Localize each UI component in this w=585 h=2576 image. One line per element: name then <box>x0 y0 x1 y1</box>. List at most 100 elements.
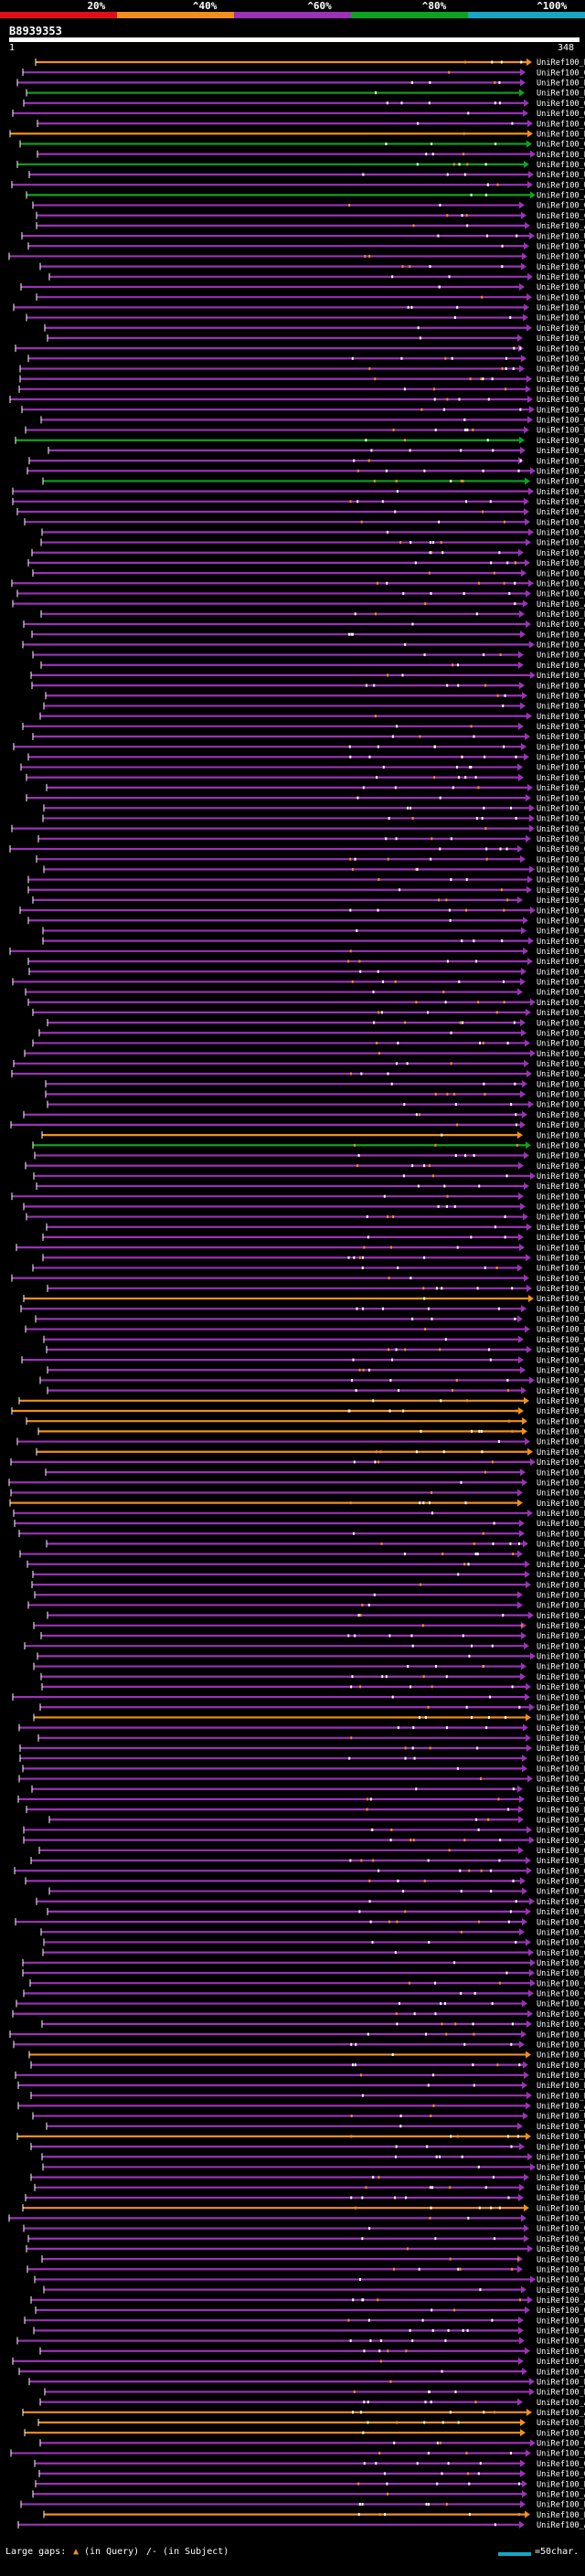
hit-label[interactable]: UniRef100_Q9RUP5 <box>537 620 585 630</box>
hit-label[interactable]: UniRef100_Q4Q131 <box>537 928 585 937</box>
hit-label[interactable]: UniRef100_B6TZW5 <box>537 1244 585 1253</box>
hit-label[interactable]: UniRef100_B9FL11 <box>537 1602 585 1611</box>
hit-label[interactable]: UniRef100_B4HKQ5 <box>537 2204 585 2213</box>
hit-label[interactable]: UniRef100_B9P7D4 <box>537 58 585 68</box>
hit-label[interactable]: UniRef100_Q39949 <box>537 794 585 803</box>
hit-label[interactable]: UniRef100_Q3L6E5 <box>537 2348 585 2357</box>
hit-label[interactable]: UniRef100_UP1000... <box>537 2113 585 2122</box>
hit-label[interactable]: UniRef100_Q4Q050 <box>537 1918 585 1927</box>
hit-label[interactable]: UniRef100_Q4K015 <box>537 2153 585 2162</box>
hit-label[interactable]: UniRef100_B3N3D6 <box>537 2041 585 2050</box>
hit-label[interactable]: UniRef100_C6T6K1 <box>537 457 585 466</box>
hit-label[interactable]: UniRef100_B3M929 <box>537 2092 585 2101</box>
hit-label[interactable]: UniRef100_Q9M677 <box>537 273 585 282</box>
hit-label[interactable]: UniRef100_UP1000... <box>537 1468 585 1478</box>
hit-label[interactable]: UniRef100_B3NC41 <box>537 2051 585 2061</box>
hit-label[interactable]: UniRef100_C5ZO20 <box>537 1878 585 1887</box>
hit-label[interactable]: UniRef100_UP1000... <box>537 232 585 241</box>
hit-label[interactable]: UniRef100_A2Y786 <box>537 1632 585 1641</box>
hit-label[interactable]: UniRef100_Q39880 <box>537 1019 585 1028</box>
hit-label[interactable]: UniRef100_UP1000... <box>537 1101 585 1110</box>
hit-label[interactable]: UniRef100_Q4Q132 <box>537 876 585 885</box>
hit-label[interactable]: UniRef100_Q9FL07 <box>537 1898 585 1907</box>
hit-label[interactable]: UniRef100_B8GDK4 <box>537 559 585 568</box>
hit-label[interactable]: UniRef100_Q41707 <box>537 1673 585 1682</box>
hit-label[interactable]: UniRef100_Q3M805 <box>537 1827 585 1836</box>
hit-label[interactable]: UniRef100_Q9H5N1 <box>537 141 585 150</box>
hit-label[interactable]: UniRef100_A3KQ22 <box>537 1622 585 1631</box>
hit-label[interactable]: UniRef100_Q7DRW4 <box>537 2368 585 2377</box>
hit-label[interactable]: UniRef100_Q8LJ07 <box>537 2276 585 2285</box>
hit-label[interactable]: UniRef100_Q4L375 <box>537 355 585 364</box>
hit-label[interactable]: UniRef100_B4P178 <box>537 1969 585 1978</box>
hit-label[interactable]: UniRef100_Q6P2E9 <box>537 743 585 752</box>
hit-label[interactable]: UniRef100_C6TK91 <box>537 1979 585 1988</box>
hit-label[interactable]: UniRef100_B2D066 <box>537 151 585 160</box>
hit-label[interactable]: UniRef100_UP1000... <box>537 1387 585 1396</box>
hit-label[interactable]: UniRef100_A5B0P1 <box>537 1316 585 1325</box>
hit-label[interactable]: UniRef100_Q0FSG0 <box>537 1571 585 1580</box>
hit-label[interactable]: UniRef100_Q4L358 <box>537 417 585 426</box>
hit-label[interactable]: UniRef100_Q6B841 <box>537 845 585 854</box>
hit-label[interactable]: UniRef100_A2EFW7 <box>537 2103 585 2112</box>
hit-label[interactable]: UniRef100_Q24998 <box>537 1714 585 1723</box>
hit-label[interactable]: UniRef100_P08297 <box>537 2419 585 2428</box>
hit-label[interactable]: UniRef100_A7YE56 <box>537 1837 585 1846</box>
hit-label[interactable]: UniRef100_A5PJN8 <box>537 1776 585 1785</box>
hit-label[interactable]: UniRef100_B9RS79 <box>537 2194 585 2203</box>
hit-label[interactable]: UniRef100_B6K212 <box>537 324 585 334</box>
hit-label[interactable]: UniRef100_Q4SMA7 <box>537 1428 585 1437</box>
hit-label[interactable]: UniRef100_P93237 <box>537 835 585 844</box>
hit-label[interactable]: UniRef100_Q2TGD2 <box>537 1417 585 1426</box>
hit-label[interactable]: UniRef100_Q9D682 <box>537 1703 585 1712</box>
hit-label[interactable]: UniRef100_C4LYP5 <box>537 1203 585 1213</box>
hit-label[interactable]: UniRef100_A9DZV2 <box>537 1551 585 1560</box>
hit-label[interactable]: UniRef100_Q4KM8E <box>537 1254 585 1263</box>
hit-label[interactable]: UniRef100_Q0LJ64 <box>537 682 585 691</box>
hit-label[interactable]: UniRef100_A3B858 <box>537 2409 585 2418</box>
hit-label[interactable]: UniRef100_Q3B913-2 <box>537 334 585 344</box>
hit-label[interactable]: UniRef100_Q4Z499 <box>537 631 585 640</box>
hit-label[interactable]: UniRef100_UP1000... <box>537 1131 585 1140</box>
hit-label[interactable]: UniRef100_Q3B913 <box>537 253 585 262</box>
hit-label[interactable]: UniRef100_UP1000... <box>537 1397 585 1406</box>
hit-label[interactable]: UniRef100_B9SRV7 <box>537 2286 585 2295</box>
hit-label[interactable]: UniRef100_B4MJ60 <box>537 1326 585 1335</box>
hit-label[interactable]: UniRef100_A4RSL4 <box>537 1561 585 1570</box>
hit-label[interactable]: UniRef100_Q9AE58 <box>537 906 585 916</box>
hit-label[interactable]: UniRef100_Q9M7N8 <box>537 110 585 119</box>
hit-label[interactable]: UniRef100_Q4Z564 <box>537 518 585 527</box>
hit-label[interactable]: UniRef100_Q4Q500 <box>537 1029 585 1038</box>
hit-label[interactable]: UniRef100_B9HV19 <box>537 2184 585 2193</box>
hit-label[interactable]: UniRef100_Q2Y375 <box>537 2164 585 2173</box>
hit-label[interactable]: UniRef100_UP1000... <box>537 1663 585 1672</box>
hit-label[interactable]: UniRef100_Q3E0C3 <box>537 293 585 302</box>
hit-label[interactable]: UniRef100_B9N400 <box>537 1754 585 1764</box>
hit-label[interactable]: UniRef100_Q4Q151 <box>537 549 585 558</box>
hit-label[interactable]: UniRef100_Q5R9A6 <box>537 529 585 538</box>
hit-label[interactable]: UniRef100_Q7DLZ6 <box>537 2000 585 2009</box>
hit-label[interactable]: UniRef100_Q9M676 <box>537 120 585 129</box>
hit-label[interactable]: UniRef100_Q32236 <box>537 2174 585 2183</box>
hit-label[interactable]: UniRef100_B4MFX5 <box>537 1080 585 1089</box>
hit-label[interactable]: UniRef100_Q5LLM1 <box>537 1377 585 1386</box>
hit-label[interactable]: UniRef100_Q5DF22 <box>537 1867 585 1876</box>
hit-label[interactable]: UniRef100_Q39886 <box>537 1356 585 1365</box>
hit-label[interactable]: UniRef100_B2KE50 <box>537 2511 585 2520</box>
hit-label[interactable]: UniRef100_Q6S375 <box>537 539 585 548</box>
hit-label[interactable]: UniRef100_B9FLD7 <box>537 1581 585 1590</box>
hit-label[interactable]: UniRef100_B8BCY9 <box>537 2389 585 2398</box>
hit-label[interactable]: UniRef100_A7PB88 <box>537 222 585 231</box>
hit-label[interactable]: UniRef100_C4SPN8 <box>537 723 585 732</box>
hit-label[interactable]: UniRef100_Q9M411 <box>537 242 585 251</box>
hit-label[interactable]: UniRef100_Q4Q151 <box>537 692 585 701</box>
hit-label[interactable]: UniRef100_Q9T0K5 <box>537 968 585 977</box>
hit-label[interactable]: UniRef100_Q9LZ17 <box>537 2123 585 2132</box>
hit-label[interactable]: UniRef100_Q4Q133 <box>537 703 585 712</box>
hit-label[interactable]: UniRef100_Q9AE73 <box>537 1734 585 1744</box>
hit-label[interactable]: UniRef100_B4H631 <box>537 1857 585 1866</box>
hit-label[interactable]: UniRef100_Q2URS2 <box>537 1693 585 1702</box>
hit-label[interactable]: UniRef100_Q0A446 <box>537 1060 585 1069</box>
hit-label[interactable]: UniRef100_UP1000... <box>537 171 585 180</box>
hit-label[interactable]: UniRef100_Q4Q128 <box>537 641 585 651</box>
